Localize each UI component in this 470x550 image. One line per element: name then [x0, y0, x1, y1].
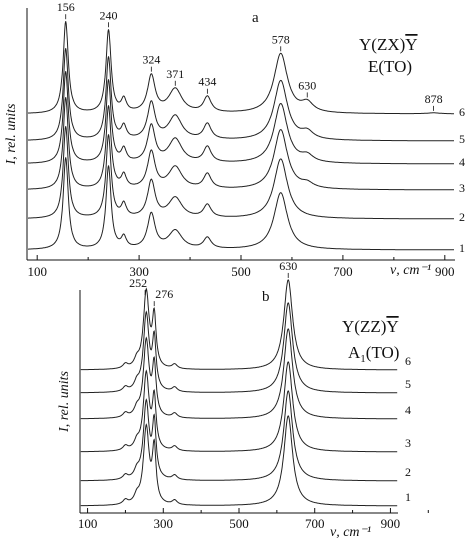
series-label: 3 — [405, 436, 411, 450]
x-tick-label: 100 — [27, 264, 47, 279]
scattering-geometry: Y(ZZ)Y — [342, 317, 399, 336]
x-tick-label: 700 — [305, 516, 325, 531]
x-tick-label: 500 — [229, 516, 249, 531]
spectrum-line-4 — [27, 71, 454, 165]
x-tick-label: 500 — [231, 264, 251, 279]
y-axis-label: I, rel. units — [4, 103, 19, 165]
peak-label: 578 — [272, 32, 290, 46]
peak-label: 156 — [57, 0, 75, 14]
series-label: 4 — [459, 155, 465, 169]
series-label: 3 — [459, 181, 465, 195]
mode-label: E(TO) — [368, 57, 412, 76]
series-label: 6 — [405, 354, 411, 368]
mode-label: A1(TO) — [348, 343, 399, 365]
x-tick-label: 100 — [78, 516, 98, 531]
overbar-y: Y — [386, 317, 398, 336]
spectrum-line-5 — [80, 302, 398, 394]
peak-label: 276 — [155, 287, 173, 301]
spectrum-line-3 — [80, 361, 398, 453]
panel-b: 100 300 500 700 900 ν, cm⁻¹ I, rel. units b Y(ZZ… — [57, 259, 429, 540]
spectrum-line-2 — [28, 126, 454, 220]
x-axis-label: ν, cm⁻¹ — [390, 263, 431, 278]
peak-label: 371 — [166, 67, 184, 81]
peak-label: 324 — [142, 53, 160, 67]
spectrum-line-4 — [80, 328, 398, 420]
x-tick-label: 300 — [129, 264, 149, 279]
spectrum-line-2 — [80, 390, 398, 482]
series-label: 5 — [459, 132, 465, 146]
panel-a: 100 300 500 700 900 ν, cm⁻¹ I, rel. units a Y(ZX… — [4, 0, 465, 279]
series-label: 1 — [405, 490, 411, 504]
peak-label: 630 — [298, 78, 316, 92]
x-tick-label: 300 — [154, 516, 174, 531]
spectrum-line-3 — [28, 97, 454, 191]
series-label: 2 — [459, 210, 465, 224]
spectrum-line-1 — [28, 157, 454, 251]
peak-label: 434 — [198, 75, 216, 89]
x-tick-label: 700 — [333, 264, 353, 279]
y-axis-label: I, rel. units — [57, 370, 72, 432]
x-tick-label: 900 — [435, 264, 455, 279]
spectrum-line-6 — [27, 21, 454, 115]
peak-label: 252 — [129, 276, 147, 290]
panel-letter: b — [262, 289, 270, 305]
peak-label: 878 — [425, 92, 443, 106]
spectrum-line-6 — [80, 279, 398, 371]
series-label: 2 — [405, 465, 411, 479]
peak-label: 240 — [100, 8, 118, 22]
series-label: 6 — [459, 105, 465, 119]
peak-label: 630 — [279, 259, 297, 273]
series-label: 5 — [405, 377, 411, 391]
series-label: 4 — [405, 403, 411, 417]
panel-letter: a — [252, 10, 259, 26]
scattering-geometry: Y(ZX)Y — [359, 35, 418, 54]
spectrum-line-5 — [27, 48, 454, 142]
overbar-y: Y — [405, 35, 417, 54]
series-label: 1 — [459, 241, 465, 255]
x-axis-label: ν, cm⁻¹ — [330, 525, 371, 540]
x-tick-label: 900 — [381, 516, 401, 531]
spectrum-line-1 — [80, 415, 398, 507]
